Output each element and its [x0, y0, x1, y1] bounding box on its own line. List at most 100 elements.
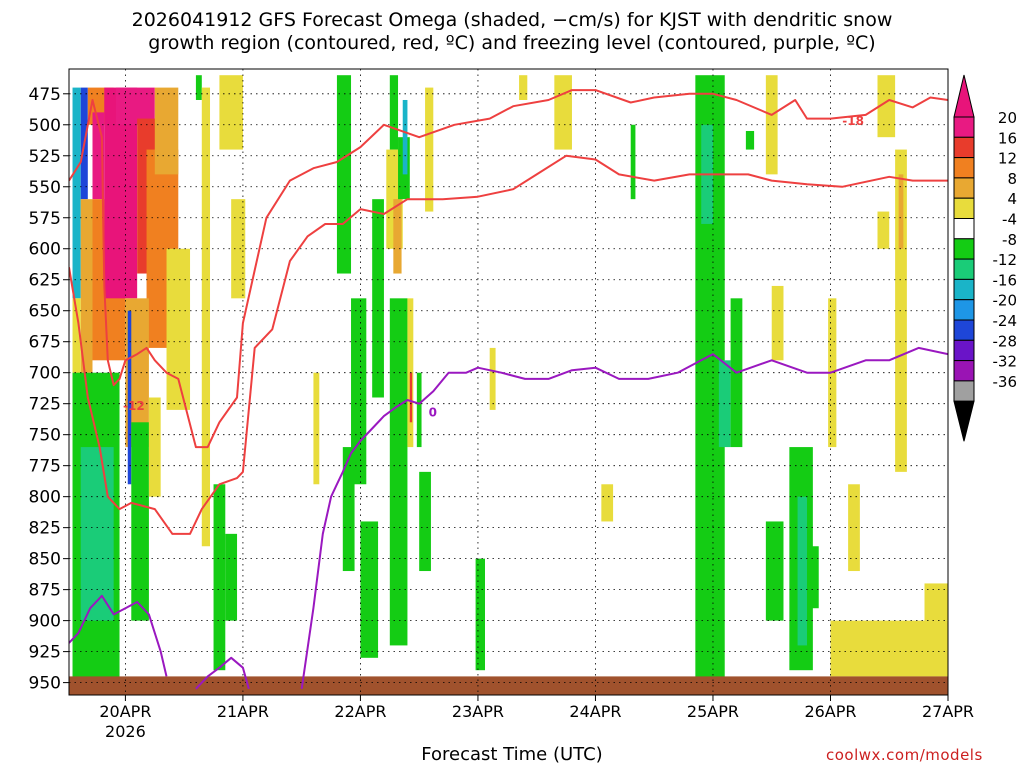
colorbar-bin: [953, 258, 975, 280]
omega-cell: [797, 496, 807, 646]
y-tick-label: 800: [29, 488, 61, 508]
chart-subtitle: growth region (contoured, red, ºC) and f…: [148, 32, 876, 54]
omega-cell: [351, 298, 367, 485]
colorbar-label: 20: [998, 109, 1017, 127]
contour-line: [300, 346, 948, 689]
y-tick-label: 775: [29, 457, 61, 477]
colorbar-label: -28: [993, 332, 1018, 350]
colorbar-label: -12: [993, 251, 1018, 269]
omega-cell: [475, 558, 485, 671]
omega-cell: [765, 521, 784, 621]
grid-lines: [69, 69, 949, 695]
contour-label: -18: [842, 114, 864, 128]
omega-cell: [231, 199, 246, 299]
y-tick-label: 475: [29, 85, 61, 105]
omega-cell: [416, 372, 422, 448]
x-axis-title: Forecast Time (UTC): [421, 744, 603, 765]
omega-cell: [219, 75, 243, 150]
chart-title: 2026041912 GFS Forecast Omega (shaded, −…: [131, 9, 893, 31]
colorbar-max-arrow: [953, 74, 975, 118]
terrain-surface: [69, 676, 948, 695]
x-tick-label: 24APR: [569, 702, 621, 721]
omega-cell: [771, 285, 784, 361]
omega-cell: [489, 347, 496, 410]
colorbar-label: -4: [1002, 211, 1017, 229]
y-tick-label: 900: [29, 612, 61, 632]
omega-cell: [195, 75, 202, 100]
omega-cell: [360, 521, 379, 658]
plot-frame: [68, 68, 949, 696]
omega-cell: [166, 248, 191, 410]
colorbar-bin: [953, 299, 975, 321]
omega-cell: [313, 372, 320, 485]
omega-cell: [131, 422, 149, 621]
x-tick-label: 26APR: [804, 702, 856, 721]
omega-cell: [213, 484, 226, 671]
omega-shading: [72, 75, 948, 683]
omega-cell: [519, 75, 528, 100]
omega-cell: [848, 484, 860, 572]
colorbar-label: 12: [998, 150, 1017, 168]
colorbar-label: 4: [1007, 190, 1017, 208]
omega-cell: [601, 484, 614, 522]
omega-cell: [148, 397, 161, 497]
colorbar-bin: [953, 116, 975, 138]
x-tick-label: 20APR: [99, 702, 151, 721]
colorbar-label: 8: [1007, 170, 1017, 188]
y-tick-label: 550: [29, 178, 61, 198]
omega-cell: [425, 87, 434, 212]
contour-label: 0: [429, 405, 437, 419]
omega-cell: [877, 211, 890, 249]
contour-line: [195, 656, 250, 690]
contour-line: [69, 89, 948, 449]
x-tick-label: 21APR: [217, 702, 269, 721]
x-tick-sublabel: 2026: [105, 722, 146, 741]
y-tick-label: 725: [29, 395, 61, 415]
omega-cell: [402, 99, 408, 175]
colorbar-bin: [953, 218, 975, 240]
omega-cell: [72, 87, 81, 299]
y-tick-label: 825: [29, 519, 61, 539]
omega-cell: [877, 75, 896, 138]
terrain-band: [69, 676, 948, 695]
omega-cell: [127, 310, 132, 485]
colorbar-label: 16: [998, 129, 1017, 147]
colorbar-bin: [953, 319, 975, 341]
omega-cell: [80, 447, 114, 621]
contour-label: -12: [123, 399, 145, 413]
y-axis: 475 500 525 550 575 600 625 650 675 700 725 750 775 8…: [29, 85, 69, 694]
omega-cell: [765, 75, 778, 175]
y-tick-label: 750: [29, 426, 61, 446]
colorbar-bin: [953, 238, 975, 260]
omega-cell: [92, 112, 105, 200]
colorbar-bin: [953, 136, 975, 159]
y-tick-label: 875: [29, 581, 61, 601]
colorbar-bin: [953, 380, 975, 402]
omega-cell: [630, 124, 636, 200]
colorbar-bin: [953, 360, 975, 382]
omega-cell: [898, 174, 904, 249]
omega-cell: [409, 372, 413, 423]
colorbar-min-arrow: [953, 400, 975, 442]
y-tick-label: 625: [29, 271, 61, 291]
y-tick-label: 525: [29, 147, 61, 167]
contour-line: [69, 154, 948, 535]
colorbar-label: -20: [993, 292, 1018, 310]
omega-cell: [342, 447, 355, 572]
omega-cell: [154, 87, 179, 175]
credit-link[interactable]: coolwx.com/models: [826, 746, 983, 764]
y-tick-label: 575: [29, 209, 61, 229]
contour-line: [69, 594, 168, 677]
colorbar-bin: [953, 177, 975, 199]
y-tick-label: 600: [29, 240, 61, 260]
y-tick-label: 700: [29, 364, 61, 384]
omega-cell: [809, 546, 819, 609]
omega-cell: [554, 75, 572, 150]
colorbar-label: -24: [993, 312, 1018, 330]
x-tick-label: 27APR: [922, 702, 974, 721]
omega-cell: [419, 471, 431, 572]
colorbar-bin: [953, 197, 975, 219]
colorbar: 20 16 12 8 4 -4 -8 -12 -16 -20 -24 -28 -32 -36: [953, 74, 1018, 442]
